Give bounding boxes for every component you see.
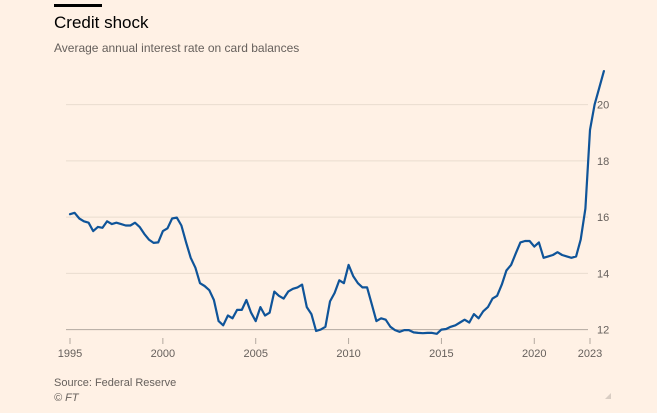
series-line-0 bbox=[68, 70, 605, 335]
resize-handle-icon bbox=[605, 393, 611, 399]
x-tick-label-2020: 2020 bbox=[522, 348, 546, 360]
x-tick-label-2005: 2005 bbox=[243, 348, 267, 360]
source-note: Source: Federal Reserve bbox=[54, 377, 177, 389]
x-tick-label-2023: 2023 bbox=[578, 348, 602, 360]
series-group bbox=[68, 70, 605, 335]
x-tick-label-2015: 2015 bbox=[429, 348, 453, 360]
y-tick-label-18: 18 bbox=[597, 156, 609, 168]
copyright-credit: © FT bbox=[54, 392, 79, 404]
x-tick-label-2010: 2010 bbox=[336, 348, 360, 360]
chart-subtitle: Average annual interest rate on card bal… bbox=[54, 41, 300, 55]
y-tick-label-14: 14 bbox=[597, 268, 609, 280]
x-tick-label-1995: 1995 bbox=[58, 348, 82, 360]
y-tick-label-12: 12 bbox=[597, 325, 609, 337]
grid-lines bbox=[66, 104, 588, 331]
title-accent-bar bbox=[54, 4, 102, 7]
chart-footer: Source: Federal Reserve © FT bbox=[54, 376, 176, 406]
y-axis-ticks: 12 14 16 18 20 bbox=[597, 100, 609, 337]
x-tick-label-2000: 2000 bbox=[151, 348, 175, 360]
chart-title: Credit shock bbox=[54, 13, 149, 32]
y-tick-label-16: 16 bbox=[597, 212, 609, 224]
y-tick-label-20: 20 bbox=[597, 100, 609, 112]
x-axis-ticks: 1995 2000 2005 2010 2015 2020 2023 bbox=[58, 338, 602, 360]
